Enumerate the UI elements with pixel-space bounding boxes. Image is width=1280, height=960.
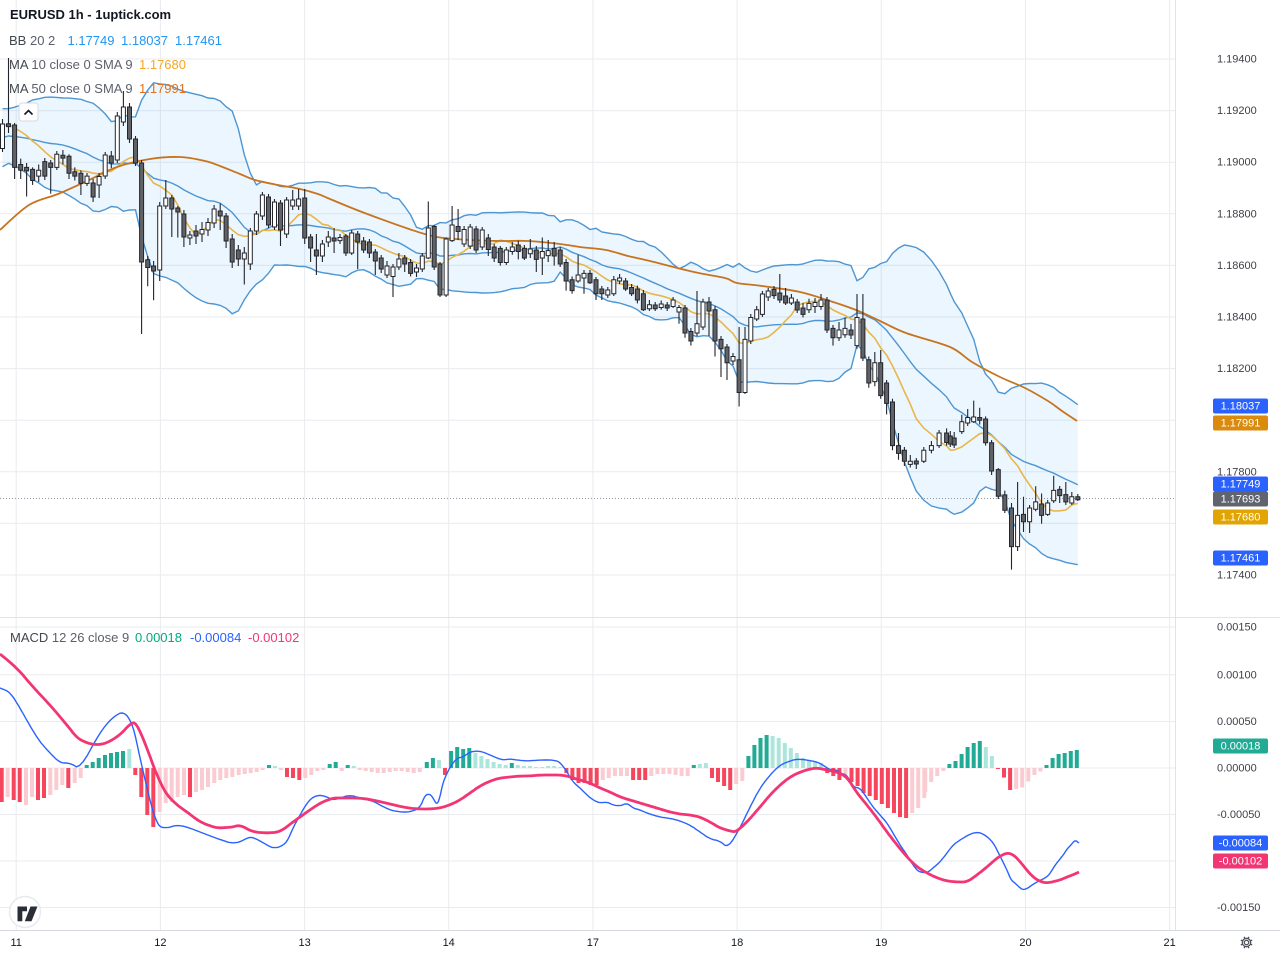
svg-text:1.17680: 1.17680 [1221,512,1261,524]
svg-text:20: 20 [1019,937,1031,949]
svg-text:1.19400: 1.19400 [1217,54,1257,66]
svg-text:1.17749: 1.17749 [1221,479,1261,491]
svg-text:1.18037: 1.18037 [1221,401,1261,413]
svg-text:1.17400: 1.17400 [1217,570,1257,582]
svg-text:MACD 12 26 close 90.00018-0.00: MACD 12 26 close 9 0.00018 -0.00084 -0.0010… [10,630,299,645]
svg-text:0.00100: 0.00100 [1217,669,1257,681]
svg-text:11: 11 [10,937,21,949]
svg-text:0.00018: 0.00018 [1221,741,1261,753]
svg-text:12: 12 [154,937,166,949]
svg-text:21: 21 [1163,937,1175,949]
svg-text:MA 50 close 0 SMA 91.17991: MA 50 close 0 SMA 9 1.17991 [9,81,186,96]
svg-text:0.00150: 0.00150 [1217,622,1257,634]
svg-text:1.19200: 1.19200 [1217,105,1257,117]
svg-text:-0.00102: -0.00102 [1219,856,1262,868]
svg-text:1.17991: 1.17991 [1221,418,1261,430]
svg-text:1.17800: 1.17800 [1217,466,1257,478]
svg-text:18: 18 [731,937,743,949]
svg-text:1.18200: 1.18200 [1217,363,1257,375]
svg-text:1.18400: 1.18400 [1217,312,1257,324]
svg-text:MA 10 close 0 SMA 91.17680: MA 10 close 0 SMA 9 1.17680 [9,57,186,72]
svg-text:1.19000: 1.19000 [1217,157,1257,169]
svg-text:19: 19 [875,937,887,949]
svg-text:1.18800: 1.18800 [1217,208,1257,220]
svg-text:14: 14 [443,937,455,949]
svg-text:1.17693: 1.17693 [1221,494,1261,506]
svg-text:-0.00050: -0.00050 [1217,809,1260,821]
svg-text:17: 17 [587,937,599,949]
svg-text:-0.00084: -0.00084 [1219,838,1262,850]
svg-text:0.00000: 0.00000 [1217,763,1257,775]
svg-text:13: 13 [298,937,310,949]
svg-text:1.17461: 1.17461 [1221,553,1261,565]
svg-text:0.00050: 0.00050 [1217,716,1257,728]
svg-text:EURUSD 1h - 1uptick.com: EURUSD 1h - 1uptick.com [10,7,171,22]
svg-text:-0.00150: -0.00150 [1217,902,1260,914]
svg-text:1.18600: 1.18600 [1217,260,1257,272]
